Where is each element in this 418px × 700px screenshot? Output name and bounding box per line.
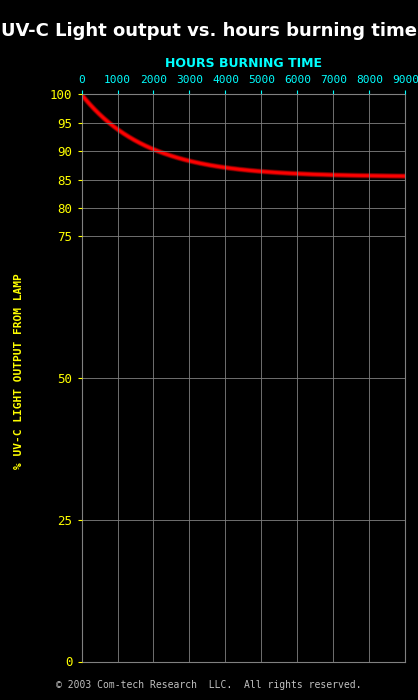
X-axis label: HOURS BURNING TIME: HOURS BURNING TIME [165,57,322,70]
Text: % UV-C LIGHT OUTPUT FROM LAMP: % UV-C LIGHT OUTPUT FROM LAMP [14,273,24,469]
Text: © 2003 Com-tech Research  LLC.  All rights reserved.: © 2003 Com-tech Research LLC. All rights… [56,680,362,689]
Text: UV-C Light output vs. hours burning time: UV-C Light output vs. hours burning time [1,22,417,41]
